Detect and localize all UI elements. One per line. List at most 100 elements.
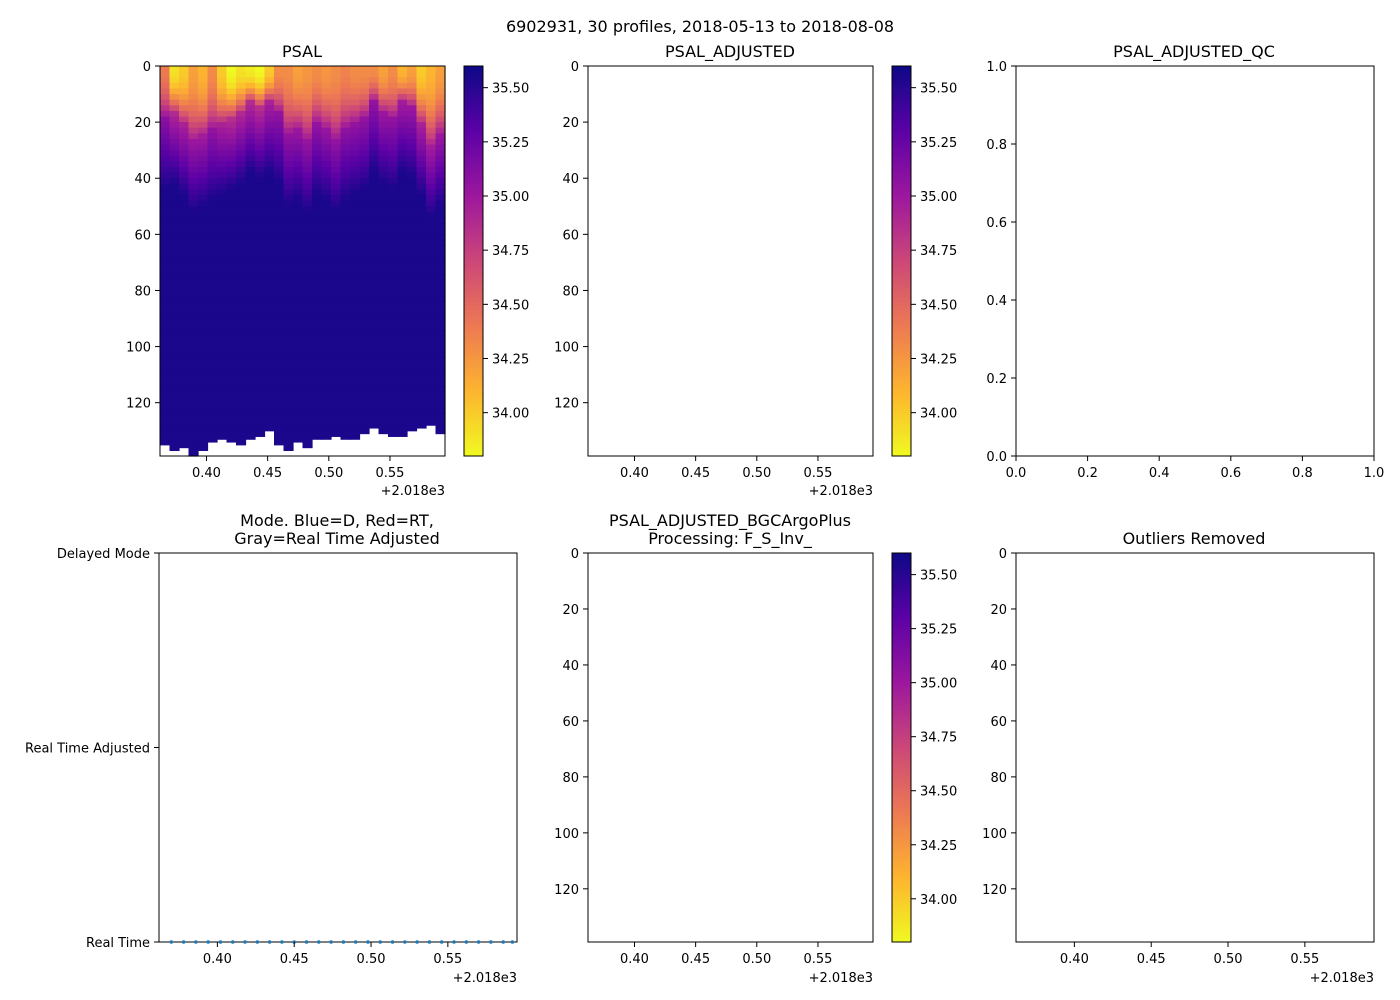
heatmap-cell xyxy=(217,161,228,168)
heatmap-cell xyxy=(407,211,418,219)
heatmap-cell xyxy=(321,329,332,336)
axes-frame xyxy=(1015,65,1375,457)
heatmap-cell xyxy=(264,284,275,292)
heatmap-cell xyxy=(378,155,389,162)
x-tick-label: 0.4 xyxy=(1149,466,1170,481)
heatmap-cell xyxy=(340,284,351,292)
heatmap-cell xyxy=(378,408,389,415)
heatmap-cell xyxy=(359,150,370,157)
heatmap-cell xyxy=(388,217,399,224)
heatmap-cell xyxy=(416,138,427,146)
heatmap-cell xyxy=(217,413,228,421)
heatmap-cell xyxy=(312,189,323,196)
heatmap-cell xyxy=(416,256,427,263)
heatmap-cell xyxy=(397,324,408,331)
heatmap-cell xyxy=(255,296,266,303)
heatmap-cell xyxy=(207,425,218,432)
heatmap-cell xyxy=(169,312,180,320)
colorbar-tick-label: 34.00 xyxy=(920,407,957,422)
heatmap-cell xyxy=(340,380,351,387)
colorbar-tick-label: 35.00 xyxy=(920,677,957,692)
heatmap-cell xyxy=(302,346,313,353)
heatmap-cell xyxy=(283,155,294,162)
heatmap-cell xyxy=(245,312,256,320)
heatmap-cell xyxy=(331,234,342,241)
heatmap-cell xyxy=(331,167,342,174)
colorbar xyxy=(463,65,484,457)
heatmap-cell xyxy=(321,150,332,157)
heatmap-cell xyxy=(302,380,313,387)
heatmap-cell xyxy=(378,189,389,196)
x-tick-label: 0.40 xyxy=(192,466,221,481)
heatmap-cell xyxy=(369,155,380,162)
heatmap-cell xyxy=(188,122,199,129)
mode-point xyxy=(390,940,395,944)
heatmap-cell xyxy=(321,301,332,308)
heatmap-cell xyxy=(255,183,266,191)
heatmap-cell xyxy=(312,206,323,213)
heatmap-cell xyxy=(302,391,313,398)
heatmap-cell xyxy=(188,273,199,280)
heatmap-cell xyxy=(388,402,399,409)
heatmap-cell xyxy=(312,436,323,440)
x-tick-label: 0.45 xyxy=(1137,952,1166,967)
heatmap-cell xyxy=(416,105,427,112)
heatmap-cell xyxy=(435,352,446,359)
heatmap-cell xyxy=(160,391,171,398)
heatmap-cell xyxy=(274,408,285,415)
heatmap-cell xyxy=(255,284,266,292)
heatmap-cell xyxy=(217,273,228,280)
heatmap-cell xyxy=(264,296,275,303)
heatmap-cell xyxy=(160,77,171,84)
heatmap-cell xyxy=(264,408,275,415)
heatmap-cell xyxy=(188,178,199,185)
heatmap-cell xyxy=(245,105,256,112)
heatmap-cell xyxy=(435,172,446,179)
heatmap-cell xyxy=(255,116,266,123)
heatmap-cell xyxy=(397,77,408,84)
heatmap-cell xyxy=(188,402,199,409)
heatmap-cell xyxy=(236,425,247,432)
heatmap-cell xyxy=(245,397,256,404)
heatmap-cell xyxy=(255,138,266,146)
heatmap-cell xyxy=(369,279,380,286)
heatmap-cell xyxy=(236,374,247,381)
heatmap-cell xyxy=(293,110,304,118)
heatmap-cell xyxy=(435,329,446,336)
heatmap-cell xyxy=(350,419,361,426)
heatmap-cell xyxy=(388,211,399,219)
mode-point xyxy=(353,940,358,944)
heatmap-cell xyxy=(359,105,370,112)
heatmap-cell xyxy=(407,167,418,174)
heatmap-cell xyxy=(312,318,323,325)
heatmap-cell xyxy=(321,82,332,90)
heatmap-cell xyxy=(255,346,266,353)
heatmap-cell xyxy=(350,425,361,432)
heatmap-cell xyxy=(378,88,389,95)
x-tick-label: 0.55 xyxy=(803,466,832,481)
heatmap-cell xyxy=(388,335,399,342)
colorbar-tick-label: 35.25 xyxy=(920,136,957,151)
heatmap-cell xyxy=(274,211,285,219)
heatmap-cell xyxy=(160,99,171,106)
heatmap-cell xyxy=(226,329,237,336)
heatmap-cell xyxy=(160,352,171,359)
heatmap-cell xyxy=(169,296,180,303)
heatmap-cell xyxy=(312,234,323,241)
heatmap-cell xyxy=(160,284,171,292)
heatmap-cell xyxy=(302,150,313,157)
heatmap-cell xyxy=(169,290,180,297)
heatmap-cell xyxy=(407,363,418,370)
heatmap-cell xyxy=(179,77,190,84)
heatmap-cell xyxy=(283,385,294,393)
heatmap-cell xyxy=(245,318,256,325)
heatmap-cell xyxy=(397,155,408,162)
heatmap-cell xyxy=(179,116,190,123)
heatmap-cell xyxy=(160,66,171,73)
heatmap-cell xyxy=(283,413,294,421)
heatmap-cell xyxy=(283,391,294,398)
heatmap-cell xyxy=(435,245,446,252)
heatmap-cell xyxy=(378,127,389,134)
